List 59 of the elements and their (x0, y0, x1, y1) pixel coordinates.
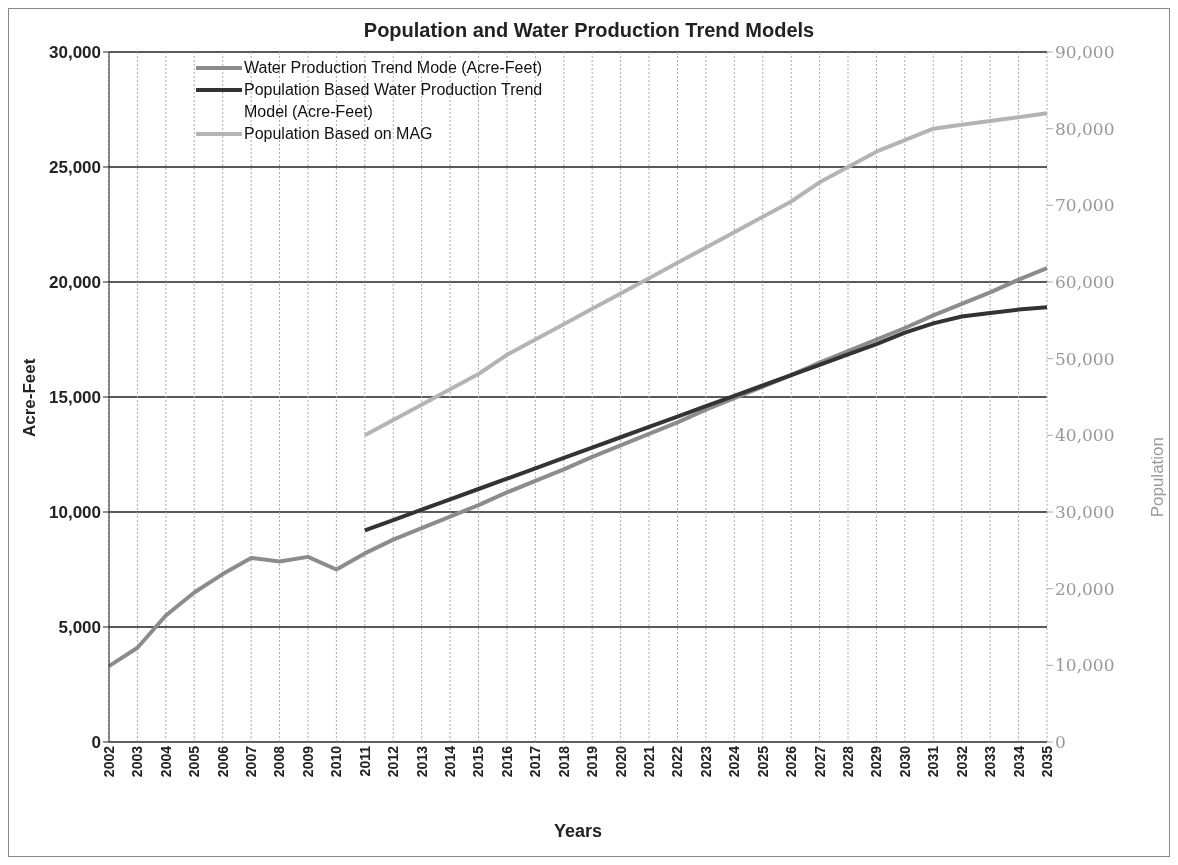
x-tick-label: 2017 (527, 745, 544, 778)
x-tick-label: 2022 (669, 745, 686, 778)
x-tick-label: 2031 (925, 745, 942, 778)
x-tick-label: 2002 (100, 745, 117, 778)
y-axis-title: Acre-Feet (20, 358, 40, 437)
legend-label: Population Based Water Production Trend Model (Acre-Feet) (244, 80, 544, 122)
x-tick-label: 2021 (641, 745, 657, 778)
x-tick-label: 2019 (584, 745, 601, 778)
x-tick-label: 2026 (783, 745, 800, 778)
legend-label: Water Production Trend Mode (Acre-Feet) (244, 58, 543, 78)
x-tick-label: 2027 (811, 745, 828, 778)
y2-tick-label: 40,000 (1055, 425, 1115, 446)
x-tick-label: 2029 (868, 745, 885, 778)
x-tick-label: 2018 (555, 745, 572, 778)
y-tick-label: 0 (91, 733, 101, 753)
y2-tick-label: 60,000 (1055, 272, 1115, 293)
y-tick-label: 10,000 (49, 503, 101, 523)
x-tick-label: 2020 (612, 745, 629, 778)
x-tick-label: 2005 (186, 745, 203, 778)
x-tick-label: 2032 (953, 745, 970, 778)
x-tick-label: 2006 (214, 745, 231, 778)
x-tick-label: 2008 (271, 745, 288, 778)
line-series (362, 305, 1049, 533)
y-tick-label: 30,000 (49, 43, 101, 63)
x-tick-label: 2025 (754, 745, 771, 778)
x-tick-label: 2009 (299, 745, 316, 778)
x-tick-label: 2033 (982, 745, 999, 778)
x-tick-label: 2012 (385, 745, 402, 778)
y2-tick-label: 50,000 (1055, 348, 1115, 369)
y2-tick-label: 0 (1055, 732, 1066, 753)
y-tick-label: 20,000 (49, 273, 101, 293)
x-tick-label: 2034 (1010, 745, 1027, 778)
x-tick-label: 2028 (839, 745, 856, 778)
y2-tick-label: 10,000 (1055, 655, 1115, 676)
x-tick-label: 2023 (697, 745, 714, 778)
x-tick-label: 2004 (157, 745, 174, 778)
x-tick-label: 2016 (498, 745, 515, 778)
x-tick-label: 2035 (1038, 745, 1055, 778)
x-tick-label: 2010 (328, 745, 345, 778)
x-tick-label: 2014 (442, 745, 459, 778)
x-tick-label: 2030 (896, 745, 913, 778)
y-tick-label: 15,000 (49, 388, 101, 408)
y-tick-label: 5,000 (58, 618, 101, 638)
x-axis-title: Years (553, 821, 603, 841)
x-tick-label: 2011 (356, 745, 373, 777)
chart-title: Population and Water Production Trend Models (362, 19, 816, 42)
y-tick-label: 25,000 (49, 158, 101, 178)
x-tick-label: 2015 (470, 745, 487, 778)
x-tick-label: 2024 (726, 745, 743, 778)
y2-axis-title: Population (1148, 437, 1168, 518)
x-tick-label: 2003 (129, 745, 146, 778)
y2-tick-label: 20,000 (1055, 578, 1115, 599)
y2-tick-label: 80,000 (1055, 118, 1115, 139)
x-tick-label: 2013 (413, 745, 430, 778)
x-tick-label: 2007 (243, 745, 260, 778)
legend-label: Population Based on MAG (244, 124, 433, 144)
y2-tick-label: 90,000 (1055, 42, 1115, 63)
y2-tick-label: 70,000 (1055, 195, 1115, 216)
y2-tick-label: 30,000 (1055, 502, 1115, 523)
